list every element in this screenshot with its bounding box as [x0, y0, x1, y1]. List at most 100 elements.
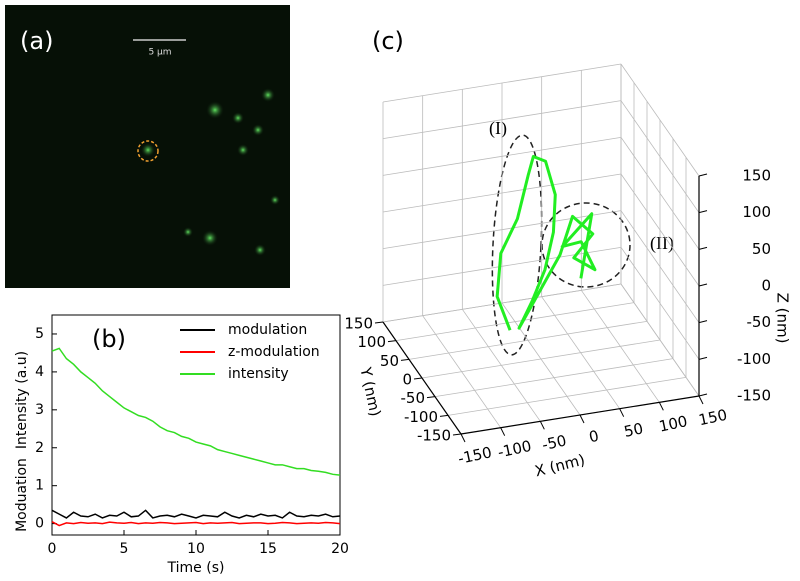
z-tick-label: 0: [761, 277, 771, 295]
grid-line: [395, 302, 635, 342]
grid-line: [382, 100, 622, 140]
spot: [232, 112, 244, 124]
z-tick-label: 150: [742, 167, 771, 185]
z-tick: [698, 283, 708, 287]
z-tick-label: 100: [742, 203, 771, 221]
grid-line: [382, 283, 622, 323]
x-tick: [698, 395, 704, 405]
grid-line: [620, 63, 700, 177]
x-tick-label: 0: [48, 541, 57, 557]
grid-line: [620, 100, 700, 213]
y-tick: [413, 377, 423, 380]
grid-line: [382, 136, 622, 176]
panel-label: (b): [92, 325, 126, 353]
y-tick-label: -100: [404, 408, 438, 426]
y-tick: [374, 321, 384, 324]
grid-line: [620, 137, 700, 250]
grid-line: [447, 376, 687, 416]
fluorescent-spots: [141, 88, 280, 256]
grid-line: [434, 358, 674, 398]
y-tick: [426, 396, 436, 399]
y-axis-label: Intensity (a.u): [14, 351, 30, 449]
z-tick: [698, 356, 708, 360]
y-axis-label: Y (nm): [356, 365, 384, 418]
grid-line: [620, 283, 700, 397]
grid-line: [408, 320, 648, 360]
x-tick-label: 100: [657, 412, 689, 436]
x-tick: [460, 433, 466, 443]
spot: [202, 230, 218, 246]
x-tick-label: -150: [456, 443, 493, 468]
panel-a: 5 μm (a): [5, 5, 290, 288]
spot: [183, 227, 193, 237]
z-tick: [698, 246, 708, 250]
y-tick-label: 100: [357, 333, 386, 351]
z-tick-label: 50: [752, 240, 771, 258]
x-tick-label: 0: [587, 427, 600, 447]
spot: [270, 195, 280, 205]
annotation: (II): [650, 233, 674, 254]
highlight-circle: [137, 140, 159, 162]
z-tick: [698, 320, 708, 324]
y-tick-label: 5: [35, 326, 44, 342]
x-tick-label: -100: [496, 437, 533, 462]
y-tick-label: 3: [35, 402, 44, 418]
x-tick-label: 150: [697, 406, 729, 430]
y-tick-label: 1: [35, 478, 44, 494]
y-tick-label: 0: [402, 371, 412, 389]
spot: [254, 244, 266, 256]
grid-line: [620, 173, 700, 287]
x-tick-label: 10: [187, 541, 205, 557]
panel-label: (a): [20, 27, 53, 55]
grid-line: [382, 246, 622, 286]
x-tick-label: 15: [259, 541, 277, 557]
x-tick-label: 20: [331, 541, 349, 557]
y-axis-label: Moduation: [14, 458, 30, 532]
z-tick-label: -100: [737, 350, 771, 368]
spot: [252, 124, 264, 136]
grid-line: [620, 247, 700, 360]
x-tick: [658, 402, 664, 411]
panel-label: (c): [372, 27, 404, 55]
legend-label: intensity: [228, 366, 289, 382]
y-tick: [400, 358, 410, 361]
z-tick-label: -150: [737, 387, 771, 405]
y-tick-label: -150: [417, 427, 451, 445]
annotation: (I): [489, 118, 507, 139]
y-tick-label: 50: [380, 352, 399, 370]
z-axis-label: Z (nm): [774, 293, 792, 344]
x-tick: [619, 408, 625, 417]
y-tick: [387, 340, 397, 343]
series-line: [51, 509, 341, 519]
spot: [206, 101, 224, 119]
z-tick-label: -50: [747, 313, 772, 331]
trajectory: [495, 154, 597, 331]
region-outline: [491, 134, 543, 356]
y-tick-label: -50: [401, 389, 426, 407]
grid-line: [382, 63, 622, 103]
legend-label: modulation: [228, 322, 307, 338]
x-tick-label: 5: [120, 541, 129, 557]
x-tick: [500, 427, 506, 436]
y-tick-label: 150: [344, 315, 373, 333]
grid-line: [421, 339, 661, 379]
spot: [261, 88, 275, 102]
grid-line: [382, 210, 622, 250]
z-tick: [698, 173, 708, 177]
series-line: [51, 521, 341, 527]
grid-line: [382, 173, 622, 213]
y-tick: [439, 414, 449, 417]
y-tick: [452, 433, 462, 436]
legend-label: z-modulation: [228, 344, 320, 360]
spot: [237, 144, 249, 156]
x-tick-label: -50: [540, 431, 568, 454]
grid-line: [620, 210, 700, 323]
z-tick: [698, 393, 708, 397]
x-axis-label: Time (s): [167, 560, 225, 576]
series-line: [51, 347, 341, 476]
y-tick-label: 2: [35, 440, 44, 456]
x-tick-label: 50: [622, 419, 644, 441]
scale-bar-label: 5 μm: [148, 48, 171, 58]
z-tick: [698, 210, 708, 214]
